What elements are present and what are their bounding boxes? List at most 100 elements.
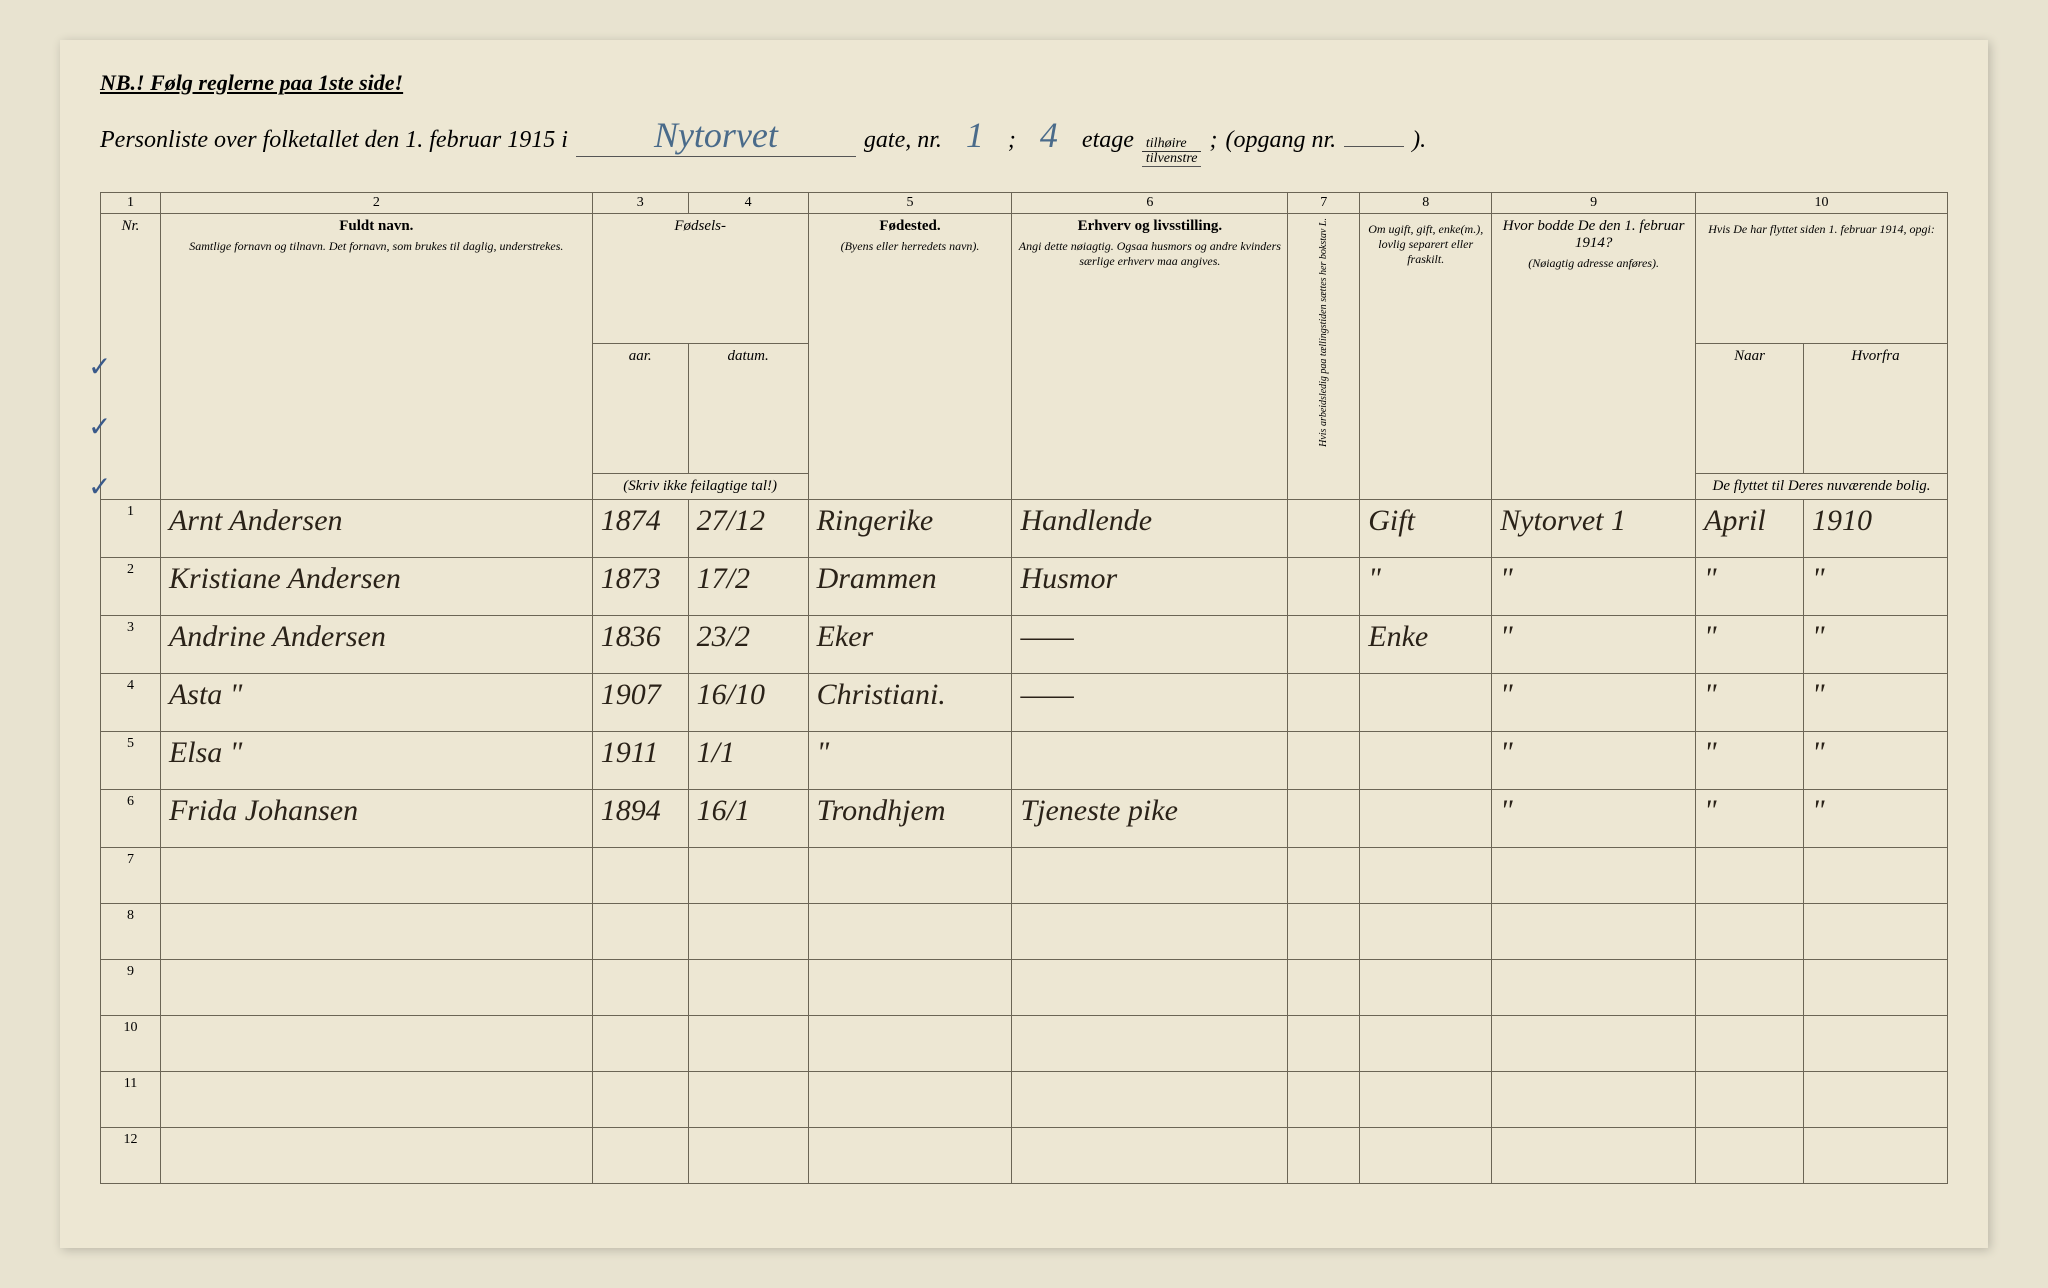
cell-from: "	[1803, 674, 1947, 732]
cell-year: 1907	[592, 674, 688, 732]
cell-date: 16/1	[688, 790, 808, 848]
cell-date: 17/2	[688, 558, 808, 616]
hdr-marital: Om ugift, gift, enke(m.), lovlig separer…	[1360, 214, 1492, 500]
colnum-10: 10	[1696, 193, 1948, 214]
cell-nr: 10	[101, 1016, 161, 1072]
cell-when: April	[1696, 500, 1804, 558]
cell-prev: Nytorvet 1	[1492, 500, 1696, 558]
cell-from: "	[1803, 558, 1947, 616]
cell-name: Andrine Andersen	[160, 616, 592, 674]
cell-birthplace: Ringerike	[808, 500, 1012, 558]
colnum-5: 5	[808, 193, 1012, 214]
hdr-occupation: Erhverv og livsstilling. Angi dette nøia…	[1012, 214, 1288, 500]
hdr-birth: Fødsels-	[592, 214, 808, 344]
cell-col7	[1288, 732, 1360, 790]
colnum-1: 1	[101, 193, 161, 214]
cell-prev: "	[1492, 616, 1696, 674]
semicolon: ;	[1008, 127, 1016, 154]
cell-birthplace: Christiani.	[808, 674, 1012, 732]
table-row: 6Frida Johansen189416/1TrondhjemTjeneste…	[101, 790, 1948, 848]
hdr-when: Naar	[1696, 344, 1804, 474]
blue-checkmark: ✓	[88, 410, 111, 444]
cell-year: 1894	[592, 790, 688, 848]
cell-occupation	[1012, 732, 1288, 790]
colnum-3: 3	[592, 193, 688, 214]
nb-instruction: NB.! Følg reglerne paa 1ste side!	[100, 70, 1948, 96]
column-number-row: 1 2 3 4 5 6 7 8 9 10	[101, 193, 1948, 214]
table-row-empty: 11	[101, 1072, 1948, 1128]
table-row-empty: 12	[101, 1128, 1948, 1184]
cell-prev: "	[1492, 790, 1696, 848]
cell-when: "	[1696, 790, 1804, 848]
cell-occupation: Husmor	[1012, 558, 1288, 616]
etage-handwritten: 4	[1024, 114, 1074, 156]
colnum-6: 6	[1012, 193, 1288, 214]
cell-nr: 12	[101, 1128, 161, 1184]
cell-birthplace: Eker	[808, 616, 1012, 674]
title-line: Personliste over folketallet den 1. febr…	[100, 114, 1948, 167]
cell-from: "	[1803, 790, 1947, 848]
cell-nr: 1	[101, 500, 161, 558]
cell-from: "	[1803, 732, 1947, 790]
title-prefix: Personliste over folketallet den 1. febr…	[100, 127, 568, 154]
cell-marital	[1360, 674, 1492, 732]
hdr-birth-sub: (Skriv ikke feilagtige tal!)	[592, 474, 808, 500]
colnum-2: 2	[160, 193, 592, 214]
cell-year: 1836	[592, 616, 688, 674]
cell-nr: 8	[101, 904, 161, 960]
cell-year: 1874	[592, 500, 688, 558]
cell-when: "	[1696, 732, 1804, 790]
hdr-year: aar.	[592, 344, 688, 474]
cell-nr: 5	[101, 732, 161, 790]
hdr-prev-addr: Hvor bodde De den 1. februar 1914? (Nøia…	[1492, 214, 1696, 500]
cell-name: Elsa "	[160, 732, 592, 790]
cell-occupation: ——	[1012, 616, 1288, 674]
cell-name: Frida Johansen	[160, 790, 592, 848]
hdr-date: datum.	[688, 344, 808, 474]
colnum-4: 4	[688, 193, 808, 214]
cell-nr: 4	[101, 674, 161, 732]
cell-nr: 6	[101, 790, 161, 848]
cell-from: "	[1803, 616, 1947, 674]
table-row: 2Kristiane Andersen187317/2DrammenHusmor…	[101, 558, 1948, 616]
cell-date: 16/10	[688, 674, 808, 732]
hdr-from: Hvorfra	[1803, 344, 1947, 474]
cell-nr: 7	[101, 848, 161, 904]
cell-marital	[1360, 790, 1492, 848]
table-row-empty: 7	[101, 848, 1948, 904]
table-row: 3Andrine Andersen183623/2Eker——Enke"""	[101, 616, 1948, 674]
cell-when: "	[1696, 674, 1804, 732]
gate-label: gate, nr.	[864, 127, 942, 154]
cell-marital	[1360, 732, 1492, 790]
hdr-name: Fuldt navn. Samtlige fornavn og tilnavn.…	[160, 214, 592, 500]
cell-when: "	[1696, 558, 1804, 616]
cell-nr: 11	[101, 1072, 161, 1128]
colnum-8: 8	[1360, 193, 1492, 214]
cell-date: 23/2	[688, 616, 808, 674]
cell-birthplace: Drammen	[808, 558, 1012, 616]
opgang-blank	[1344, 146, 1404, 147]
census-table: 1 2 3 4 5 6 7 8 9 10 Nr. Fuldt navn. Sam…	[100, 192, 1948, 1184]
colnum-9: 9	[1492, 193, 1696, 214]
opgang-end: ).	[1412, 127, 1426, 154]
hdr-moved-sub: De flyttet til Deres nuværende bolig.	[1696, 474, 1948, 500]
cell-col7	[1288, 674, 1360, 732]
cell-prev: "	[1492, 558, 1696, 616]
colnum-7: 7	[1288, 193, 1360, 214]
cell-nr: 9	[101, 960, 161, 1016]
cell-occupation: Handlende	[1012, 500, 1288, 558]
semicolon2: ;	[1209, 127, 1217, 154]
cell-date: 1/1	[688, 732, 808, 790]
cell-marital: "	[1360, 558, 1492, 616]
cell-name: Arnt Andersen	[160, 500, 592, 558]
side-fraction: tilhøire tilvenstre	[1142, 137, 1202, 167]
cell-col7	[1288, 558, 1360, 616]
table-row-empty: 8	[101, 904, 1948, 960]
table-row: 4Asta "190716/10Christiani.——"""	[101, 674, 1948, 732]
cell-col7	[1288, 500, 1360, 558]
header-row-1: Nr. Fuldt navn. Samtlige fornavn og tiln…	[101, 214, 1948, 344]
cell-occupation: ——	[1012, 674, 1288, 732]
table-row: 1Arnt Andersen187427/12RingerikeHandlend…	[101, 500, 1948, 558]
cell-year: 1911	[592, 732, 688, 790]
census-form-page: NB.! Følg reglerne paa 1ste side! Person…	[60, 40, 1988, 1248]
